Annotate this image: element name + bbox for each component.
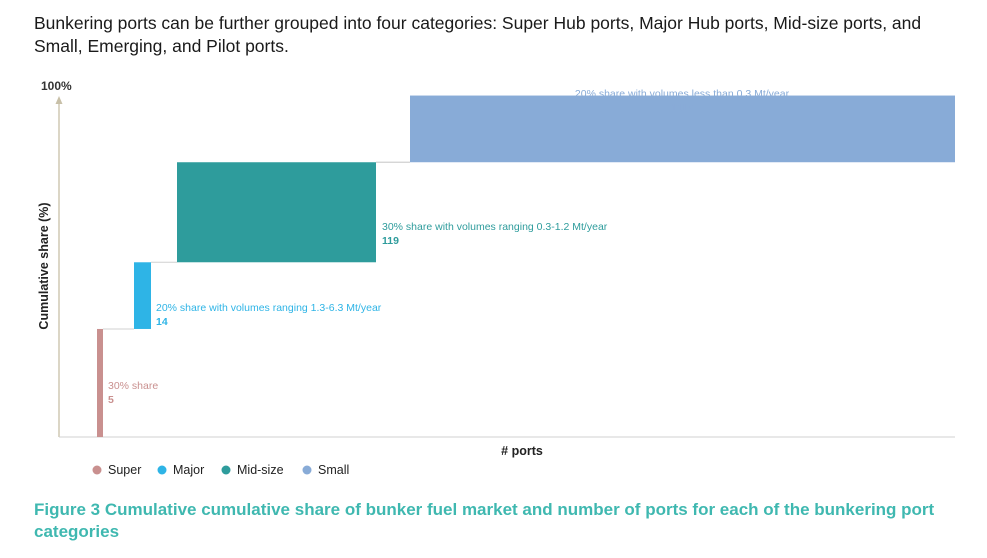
legend-label-super: Super <box>108 463 141 477</box>
figure-caption: Figure 3 Cumulative cumulative share of … <box>34 500 935 541</box>
legend-label-mid-size: Mid-size <box>237 463 284 477</box>
ports-label-major: 14 <box>156 316 168 328</box>
y-axis-label: Cumulative share (%) <box>37 202 51 329</box>
annotation-super: 30% share <box>108 380 158 392</box>
bar-mid-size <box>177 162 376 263</box>
annotation-mid-size: 30% share with volumes ranging 0.3-1.2 M… <box>382 221 608 233</box>
legend-label-small: Small <box>318 463 349 477</box>
ports-label-mid-size: 119 <box>382 235 399 247</box>
cumulative-share-chart: 100% Cumulative share (%) # ports 30% share… <box>37 79 955 477</box>
annotation-small: 20% share with volumes less than 0.3 Mt/… <box>575 88 790 100</box>
legend-marker-mid-size <box>221 465 231 475</box>
bar-major <box>134 262 151 329</box>
legend-marker-super <box>92 465 102 475</box>
x-axis-label: # ports <box>501 444 543 458</box>
bar-super <box>97 328 103 437</box>
y-tick-label-100: 100% <box>41 79 72 93</box>
annotation-major: 20% share with volumes ranging 1.3-6.3 M… <box>156 302 382 314</box>
y-axis-arrow <box>55 96 63 104</box>
legend-label-major: Major <box>173 463 204 477</box>
ports-label-super: 5 <box>108 394 114 406</box>
heading: Bunkering ports can be further grouped i… <box>34 13 922 56</box>
bar-small <box>410 95 955 163</box>
legend-marker-small <box>302 465 312 475</box>
legend-marker-major <box>157 465 167 475</box>
ports-label-small: 1119 <box>671 102 693 114</box>
